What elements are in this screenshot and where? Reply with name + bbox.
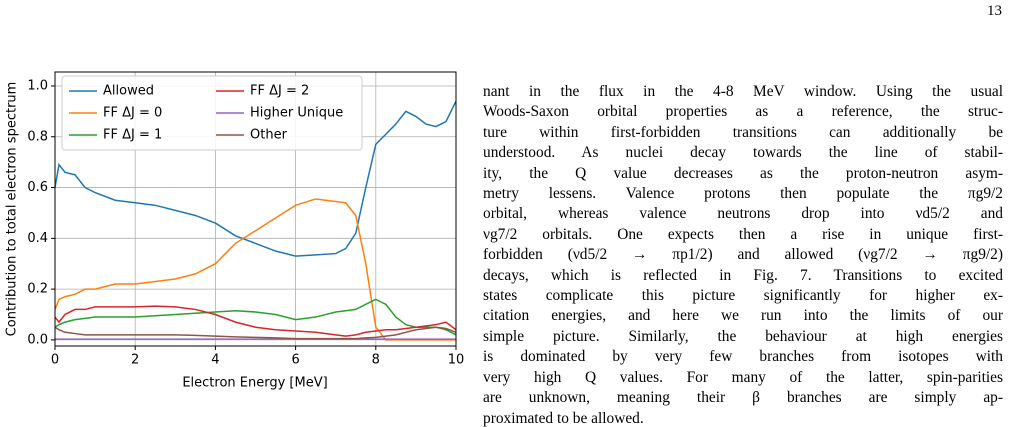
legend: Allowed FF ΔJ = 0 FF ΔJ = 1 FF ΔJ = 2 Higher… bbox=[61, 75, 363, 151]
text-column: nant in the flux in the 4-8 MeV window. … bbox=[483, 82, 1003, 427]
series-line bbox=[54, 305, 457, 337]
y-tick-label: 0.4 bbox=[27, 231, 48, 246]
y-tick-label: 1.0 bbox=[27, 78, 48, 93]
page-number: 13 bbox=[987, 3, 1002, 19]
text-line: νg7/2 orbitals. One expects then a rise … bbox=[483, 225, 1003, 243]
legend-label: Allowed bbox=[103, 84, 154, 99]
y-tick-label: 0.6 bbox=[27, 180, 48, 195]
legend-label: Other bbox=[250, 128, 288, 143]
x-tick-label: 4 bbox=[211, 353, 219, 368]
text-line: orbital, whereas valence neutrons drop i… bbox=[483, 205, 1003, 223]
legend-label: FF ΔJ = 1 bbox=[103, 128, 162, 143]
text-line: simple picture. Similarly, the behaviour… bbox=[483, 327, 1003, 345]
x-tick-label: 0 bbox=[51, 353, 59, 368]
text-line: very high Q values. For many of the latt… bbox=[483, 368, 1003, 386]
x-tick-label: 10 bbox=[448, 353, 465, 368]
text-line: citation energies, and here we run into … bbox=[483, 307, 1003, 325]
y-tick-label: 0.2 bbox=[27, 282, 48, 297]
text-line: are unknown, meaning their β branches ar… bbox=[483, 389, 1003, 407]
y-axis-label: Contribution to total electron spectrum bbox=[5, 82, 20, 337]
text-line: states complicate this picture significa… bbox=[483, 287, 1003, 305]
text-line: is dominated by very few branches from i… bbox=[483, 348, 1003, 366]
text-line: Woods-Saxon orbital properties as a refe… bbox=[483, 103, 1003, 121]
text-line: forbidden (νd5/2 → πp1/2) and allowed (ν… bbox=[483, 246, 1003, 264]
chart: Electron Energy [MeV] Contribution to to… bbox=[5, 71, 465, 391]
axes-frame bbox=[54, 71, 457, 347]
series-line bbox=[54, 100, 457, 257]
text-line: understood. As nuclei decay towards the … bbox=[483, 144, 1003, 162]
x-tick-label: 8 bbox=[372, 353, 380, 368]
x-tick-label: 2 bbox=[131, 353, 139, 368]
text-line: decays, which is reflected in Fig. 7. Tr… bbox=[483, 266, 1003, 284]
series-line bbox=[54, 326, 457, 340]
text-line: ture within first-forbidden transitions … bbox=[483, 123, 1003, 141]
text-line: ity, the Q value decreases as the proton… bbox=[483, 164, 1003, 182]
x-axis-label: Electron Energy [MeV] bbox=[182, 376, 327, 391]
x-tick-label: 6 bbox=[291, 353, 299, 368]
series-line bbox=[54, 298, 457, 336]
y-tick-label: 0.8 bbox=[27, 129, 48, 144]
series-line bbox=[54, 198, 456, 341]
y-tick-label: 0.0 bbox=[27, 332, 48, 347]
text-line: proximated to be allowed. bbox=[483, 409, 644, 427]
legend-label: Higher Unique bbox=[250, 106, 343, 121]
text-line: nant in the flux in the 4-8 MeV window. … bbox=[483, 83, 1003, 100]
legend-box bbox=[61, 75, 363, 151]
text-line: metry lessens. Valence protons then popu… bbox=[483, 185, 1003, 203]
legend-label: FF ΔJ = 0 bbox=[103, 106, 162, 121]
legend-label: FF ΔJ = 2 bbox=[250, 84, 309, 99]
